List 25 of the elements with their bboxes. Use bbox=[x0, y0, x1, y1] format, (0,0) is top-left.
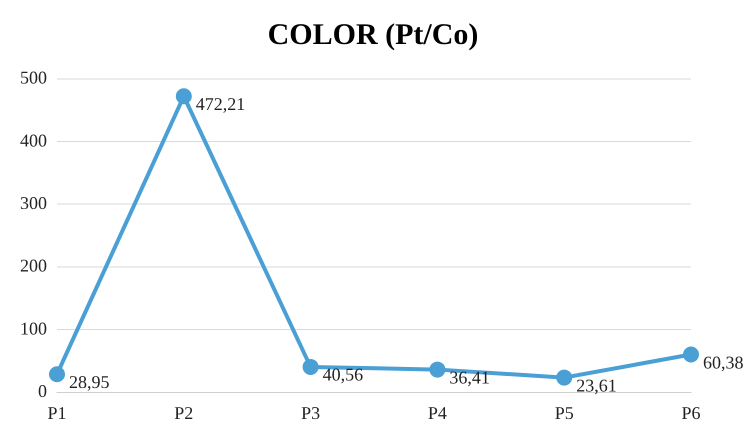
point bbox=[49, 366, 65, 382]
y-tick-label: 200 bbox=[20, 256, 47, 276]
point bbox=[302, 358, 319, 375]
point bbox=[556, 370, 572, 386]
y-tick-label: 300 bbox=[20, 192, 47, 213]
x-tick-label: P2 bbox=[174, 402, 194, 423]
data-label: 60,38 bbox=[703, 352, 744, 372]
data-label: 23,61 bbox=[576, 375, 617, 396]
data-label: 472,21 bbox=[196, 94, 246, 114]
point bbox=[429, 362, 446, 378]
y-tick-label: 400 bbox=[20, 130, 47, 150]
y-tick-label: 100 bbox=[20, 318, 47, 338]
x-tick-label: P1 bbox=[47, 402, 67, 423]
chart-title: COLOR (Pt/Co) bbox=[266, 18, 480, 53]
point bbox=[176, 88, 192, 104]
y-tick-label: 0 bbox=[38, 381, 47, 402]
x-tick-label: P3 bbox=[301, 402, 320, 423]
x-tick-label: P4 bbox=[428, 402, 447, 423]
data-label: 36,41 bbox=[449, 367, 490, 388]
data-label: 40,56 bbox=[322, 364, 364, 385]
data-label: 28,95 bbox=[69, 372, 110, 392]
x-tick-label: P5 bbox=[554, 402, 574, 423]
point bbox=[683, 346, 699, 363]
y-tick-label: 500 bbox=[20, 68, 47, 88]
x-tick-label: P6 bbox=[681, 402, 701, 423]
